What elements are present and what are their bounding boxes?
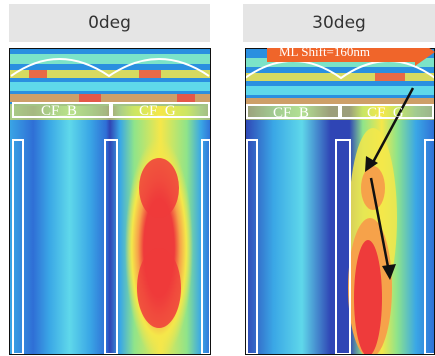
ray-arrow-incident xyxy=(365,87,415,172)
field-map-30deg: ML Shift=160nm CF_B CF_G xyxy=(245,48,435,355)
cf-b-label: CF_B xyxy=(41,103,77,119)
field-map-0deg: CF_B CF_G xyxy=(9,48,211,355)
ray-arrow-transmitted xyxy=(369,177,396,280)
ml-shift-arrow: ML Shift=160nm xyxy=(267,48,435,66)
ml-shift-label: ML Shift=160nm xyxy=(279,48,370,59)
panel-title-0deg: 0deg xyxy=(9,4,210,42)
cf-b-label: CF_B xyxy=(273,105,309,121)
cf-g-label: CF_G xyxy=(367,105,404,121)
panel-title-30deg: 30deg xyxy=(243,4,435,42)
cf-g-label: CF_G xyxy=(139,103,176,119)
